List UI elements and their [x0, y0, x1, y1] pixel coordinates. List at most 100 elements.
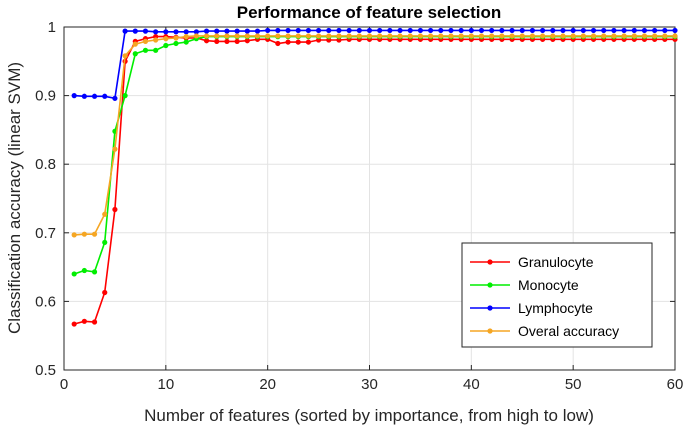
data-point-overal-accuracy [652, 33, 658, 39]
data-point-lymphocyte [122, 28, 128, 34]
data-point-overal-accuracy [224, 33, 230, 39]
data-point-lymphocyte [315, 27, 322, 34]
data-point-lymphocyte [652, 27, 658, 34]
data-point-overal-accuracy [468, 33, 474, 39]
data-point-overal-accuracy [529, 33, 536, 39]
data-point-overal-accuracy [295, 33, 301, 39]
data-point-lymphocyte [193, 29, 199, 35]
data-point-monocyte [81, 267, 87, 274]
data-point-lymphocyte [112, 95, 118, 101]
data-point-monocyte [142, 47, 149, 53]
legend-item-lymphocyte: Lymphocyte [470, 300, 593, 316]
data-point-overal-accuracy [112, 146, 118, 152]
legend-label-lymphocyte: Lymphocyte [518, 300, 593, 316]
data-point-overal-accuracy [499, 33, 505, 39]
legend-item-granulocyte: Granulocyte [470, 254, 594, 270]
data-point-monocyte [102, 239, 108, 246]
data-point-lymphocyte [560, 27, 566, 34]
data-point-monocyte [173, 40, 179, 47]
data-point-overal-accuracy [611, 33, 617, 39]
data-point-overal-accuracy [71, 232, 77, 238]
legend-label-granulocyte: Granulocyte [518, 254, 594, 270]
data-point-lymphocyte [570, 27, 576, 34]
data-point-overal-accuracy [244, 33, 250, 39]
data-point-lymphocyte [428, 27, 434, 34]
data-point-lymphocyte [387, 27, 393, 34]
y-tick-label: 1 [48, 19, 56, 36]
data-point-lymphocyte [326, 27, 332, 34]
data-point-lymphocyte [499, 27, 505, 34]
data-point-overal-accuracy [570, 33, 576, 39]
data-point-granulocyte [214, 38, 220, 45]
data-point-lymphocyte [540, 27, 546, 34]
data-point-granulocyte [295, 39, 301, 45]
data-point-lymphocyte [346, 27, 352, 34]
data-point-overal-accuracy [417, 33, 424, 39]
data-point-overal-accuracy [122, 53, 128, 59]
data-point-overal-accuracy [326, 33, 332, 39]
data-point-monocyte [71, 271, 77, 277]
data-point-overal-accuracy [407, 33, 413, 39]
data-point-lymphocyte [132, 28, 138, 34]
data-point-overal-accuracy [448, 33, 454, 39]
data-point-lymphocyte [489, 27, 495, 34]
data-point-overal-accuracy [234, 33, 240, 39]
data-point-overal-accuracy [489, 33, 495, 39]
data-point-overal-accuracy [621, 33, 627, 39]
data-point-monocyte [91, 269, 98, 275]
data-point-overal-accuracy [336, 33, 342, 39]
legend-marker-overal-accuracy [487, 328, 493, 334]
data-point-overal-accuracy [132, 41, 138, 47]
data-point-lymphocyte [417, 27, 424, 34]
data-point-overal-accuracy [550, 33, 556, 39]
series-monocyte [71, 34, 678, 277]
data-point-lymphocyte [621, 27, 627, 34]
data-point-lymphocyte [356, 27, 362, 34]
data-point-overal-accuracy [662, 33, 668, 39]
data-point-lymphocyte [366, 27, 373, 34]
data-point-lymphocyte [580, 27, 586, 34]
data-point-lymphocyte [173, 29, 179, 35]
data-point-overal-accuracy [631, 33, 637, 39]
x-tick-label: 10 [157, 376, 174, 393]
data-point-overal-accuracy [102, 211, 108, 217]
data-point-overal-accuracy [356, 33, 362, 39]
data-point-lymphocyte [295, 27, 301, 34]
legend-item-overal-accuracy: Overal accuracy [470, 323, 619, 339]
series-line-overal-accuracy [74, 35, 675, 236]
legend-marker-lymphocyte [487, 305, 493, 311]
data-point-overal-accuracy [428, 33, 434, 39]
data-point-granulocyte [102, 289, 108, 296]
data-point-granulocyte [91, 319, 98, 325]
data-point-lymphocyte [275, 27, 281, 34]
data-point-monocyte [163, 42, 169, 49]
data-point-overal-accuracy [366, 33, 373, 39]
data-point-lymphocyte [234, 28, 240, 34]
data-point-lymphocyte [214, 28, 220, 34]
data-point-overal-accuracy [346, 33, 352, 39]
data-point-overal-accuracy [560, 33, 566, 39]
data-point-overal-accuracy [397, 33, 403, 39]
data-point-lymphocyte [163, 29, 169, 35]
data-point-granulocyte [234, 38, 240, 45]
data-point-lymphocyte [468, 27, 474, 34]
data-point-lymphocyte [244, 28, 250, 34]
data-point-lymphocyte [438, 27, 444, 34]
data-point-lymphocyte [254, 28, 261, 34]
x-axis-label: Number of features (sorted by importance… [144, 406, 594, 425]
data-point-overal-accuracy [641, 33, 648, 39]
data-point-lymphocyte [81, 93, 87, 99]
data-point-overal-accuracy [540, 33, 546, 39]
data-point-monocyte [132, 51, 138, 57]
data-point-granulocyte [81, 318, 87, 324]
data-point-lymphocyte [448, 27, 454, 34]
series-line-monocyte [73, 35, 675, 275]
y-axis-ticks: 0.5 0.6 0.7 0.8 0.9 1 [35, 19, 675, 379]
legend-item-monocyte: Monocyte [470, 277, 579, 293]
data-point-lymphocyte [305, 27, 311, 34]
data-point-lymphocyte [377, 27, 383, 34]
data-point-granulocyte [203, 38, 210, 44]
legend-marker-monocyte [487, 282, 493, 288]
x-tick-label: 0 [60, 376, 68, 393]
